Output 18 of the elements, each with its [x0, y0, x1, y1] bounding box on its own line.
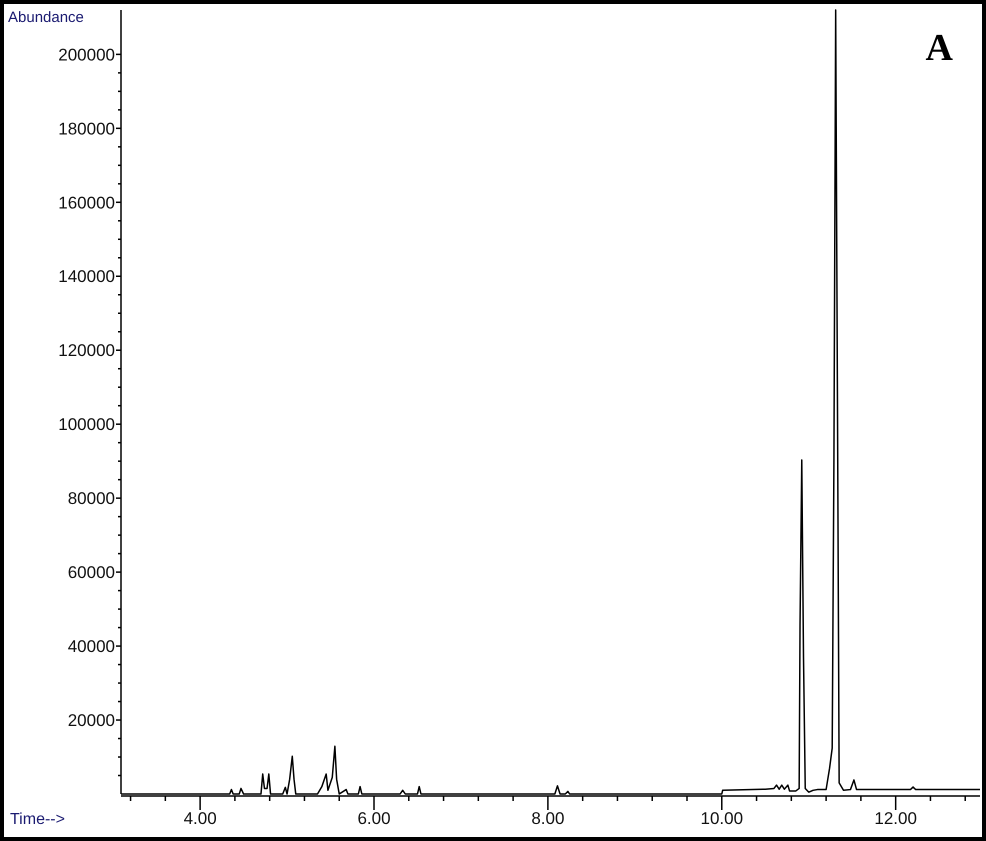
y-tick-label: 120000	[58, 341, 115, 360]
y-tick-label: 80000	[68, 489, 115, 508]
y-tick-label: 180000	[58, 119, 115, 138]
x-tick-label: 4.00	[184, 809, 217, 828]
y-tick-label: 40000	[68, 637, 115, 656]
x-tick-label: 12.00	[874, 809, 917, 828]
y-tick-label: 100000	[58, 415, 115, 434]
x-axis-title: Time-->	[10, 811, 65, 828]
x-tick-label: 6.00	[357, 809, 391, 828]
y-tick-label: 140000	[58, 267, 115, 286]
y-tick-label: 20000	[68, 710, 115, 730]
y-tick-label: 200000	[58, 45, 115, 64]
annotation: A	[926, 27, 954, 69]
x-tick-label: 8.00	[531, 809, 564, 828]
y-tick-label: 60000	[68, 563, 115, 582]
y-axis-title: Abundance	[8, 9, 84, 26]
y-tick-label: 160000	[58, 193, 115, 212]
x-tick-label: 10.00	[700, 809, 744, 828]
